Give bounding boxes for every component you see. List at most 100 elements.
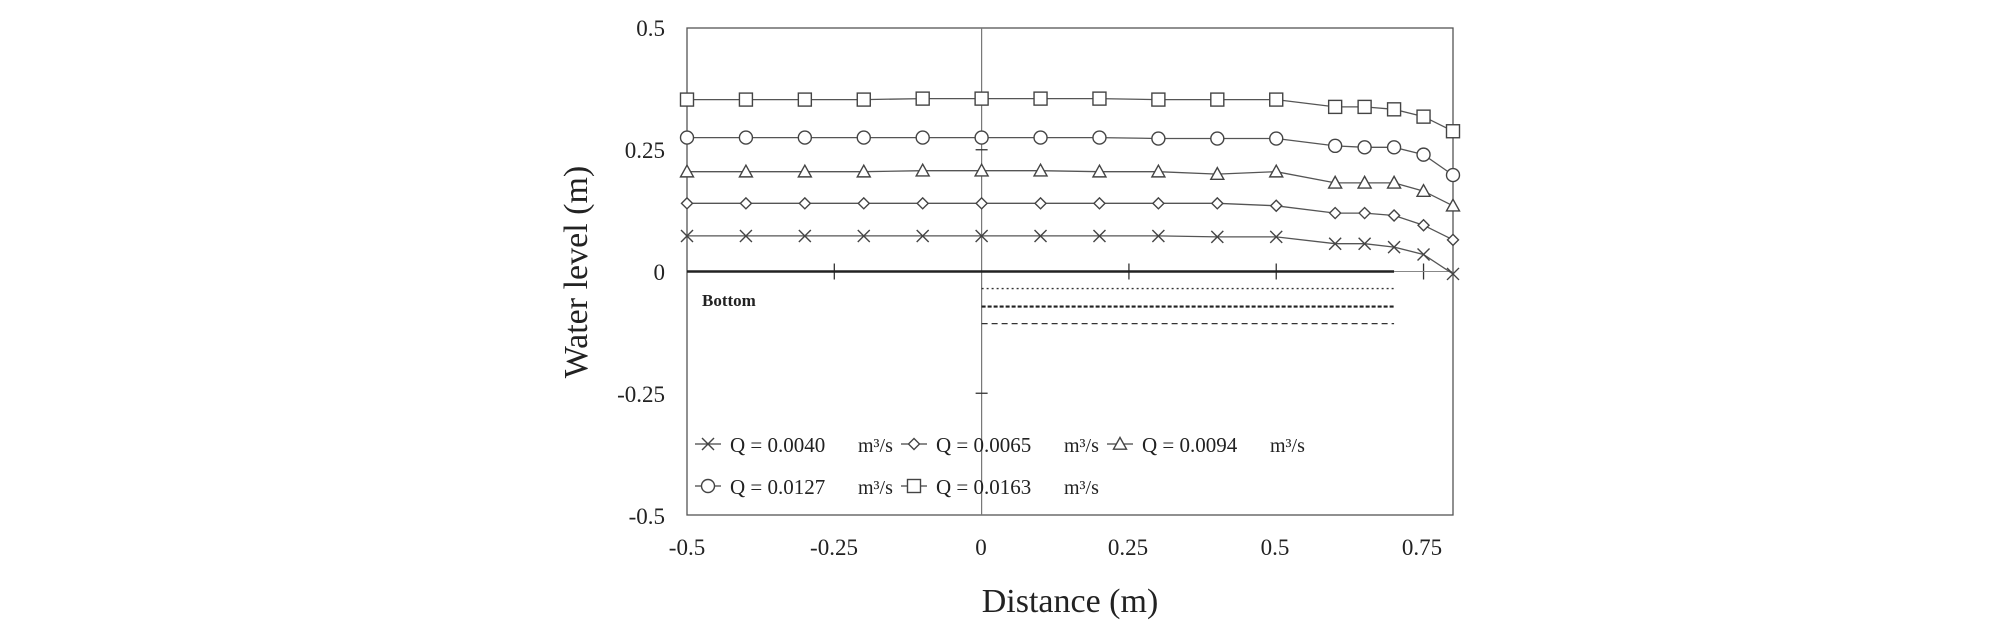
y-tick-label: 0.25	[625, 138, 665, 163]
x-tick-label: 0.5	[1261, 535, 1290, 560]
series-triangle	[679, 162, 1461, 212]
data-point-x	[1328, 237, 1342, 251]
data-point-square	[915, 91, 930, 106]
data-point-triangle	[915, 162, 931, 177]
data-point-x	[798, 229, 812, 243]
data-point-square	[1357, 99, 1372, 115]
data-point-triangle	[679, 163, 695, 178]
data-point-square	[738, 92, 754, 107]
data-point-circle	[856, 130, 871, 145]
data-point-diamond	[1387, 209, 1401, 222]
data-point-triangle	[1150, 163, 1167, 178]
data-point-square	[679, 92, 695, 107]
data-point-square	[1151, 92, 1166, 107]
data-point-triangle	[1415, 183, 1432, 198]
data-point-diamond	[975, 196, 989, 210]
data-point-square	[1327, 99, 1343, 115]
data-point-x	[975, 229, 989, 243]
data-point-triangle	[856, 163, 872, 178]
legend-marker	[906, 478, 922, 494]
series-line	[687, 202, 1454, 241]
data-point-x-stroke	[1387, 240, 1401, 254]
series-circle	[679, 130, 1461, 183]
series-square	[679, 91, 1461, 139]
data-point-circle	[1386, 140, 1402, 155]
data-point-diamond	[916, 196, 930, 210]
y-tick-label: -0.5	[629, 504, 665, 529]
data-point-triangle	[1209, 166, 1225, 181]
legend-x-marker-icon	[695, 437, 721, 451]
data-point-diamond	[857, 196, 871, 210]
data-point-circle	[1445, 167, 1461, 183]
x-tick-label: 0.75	[1402, 535, 1442, 560]
data-point-triangle	[1032, 162, 1049, 177]
data-point-square	[1386, 102, 1402, 117]
data-point-circle	[1092, 130, 1107, 145]
data-point-x	[1092, 229, 1106, 243]
data-point-circle	[915, 130, 930, 145]
data-point-triangle	[797, 163, 813, 178]
series-line	[687, 235, 1454, 275]
data-point-x	[1358, 237, 1372, 251]
data-point-diamond	[1034, 196, 1048, 210]
data-point-circle	[738, 130, 754, 145]
data-point-x	[916, 229, 930, 243]
legend-entry: Q = 0.0065 m³/s	[901, 433, 1099, 457]
legend: Q = 0.0040 m³/s Q = 0.0065 m³/s Q = 0.00…	[695, 433, 1305, 499]
data-point-x-stroke	[1417, 247, 1431, 261]
data-point-x	[1034, 229, 1048, 243]
x-tick-label: -0.25	[810, 535, 858, 560]
legend-diamond-marker-icon	[901, 437, 927, 451]
y-tick-label: 0.5	[636, 16, 665, 41]
data-point-x-stroke	[1034, 229, 1048, 243]
data-point-x-stroke	[739, 229, 753, 243]
data-point-triangle	[1445, 197, 1461, 212]
data-point-x-stroke	[857, 229, 871, 243]
legend-square-marker-icon	[901, 478, 927, 494]
data-point-circle	[679, 130, 695, 145]
legend-marker	[701, 437, 715, 451]
data-point-diamond	[680, 196, 694, 210]
data-point-x-stroke	[1358, 237, 1372, 251]
data-point-diamond	[798, 196, 812, 210]
legend-label: Q = 0.0040	[730, 433, 825, 457]
data-point-diamond	[1358, 206, 1372, 220]
data-point-diamond	[1446, 233, 1460, 247]
data-point-diamond	[1328, 206, 1342, 220]
legend-unit: m³/s	[858, 435, 893, 457]
bottom-annotation: Bottom	[702, 291, 756, 310]
data-point-diamond	[739, 196, 753, 210]
data-point-diamond	[1417, 218, 1431, 232]
legend-unit: m³/s	[1064, 435, 1099, 457]
data-point-circle	[1269, 131, 1284, 146]
data-point-circle	[1357, 140, 1372, 155]
series-line	[687, 170, 1454, 207]
data-point-triangle	[738, 163, 754, 178]
legend-entry: Q = 0.0127 m³/s	[695, 475, 893, 499]
data-point-square	[1210, 92, 1225, 107]
series-line	[687, 97, 1454, 132]
data-point-x-stroke	[1328, 237, 1342, 251]
data-point-x-stroke	[680, 229, 694, 243]
legend-unit: m³/s	[1064, 477, 1099, 499]
data-point-x-stroke	[1210, 230, 1224, 244]
x-tick-label: 0.25	[1108, 535, 1148, 560]
y-tick-label: 0	[654, 260, 666, 285]
y-axis-title: Water level (m)	[558, 166, 595, 378]
data-point-x	[680, 229, 694, 243]
data-point-square	[797, 92, 813, 107]
data-point-circle	[1210, 131, 1225, 146]
legend-triangle-marker-icon	[1107, 436, 1133, 450]
legend-marker	[700, 478, 716, 494]
legend-label: Q = 0.0065	[936, 433, 1031, 457]
legend-circle-marker-icon	[695, 478, 721, 494]
legend-label: Q = 0.0094	[1142, 433, 1238, 457]
data-point-circle	[1327, 138, 1343, 154]
legend-marker	[907, 437, 921, 451]
x-axis-title: Distance (m)	[982, 583, 1159, 620]
data-point-x-stroke	[1092, 229, 1106, 243]
data-point-x-stroke	[798, 229, 812, 243]
data-point-diamond	[1151, 196, 1165, 210]
